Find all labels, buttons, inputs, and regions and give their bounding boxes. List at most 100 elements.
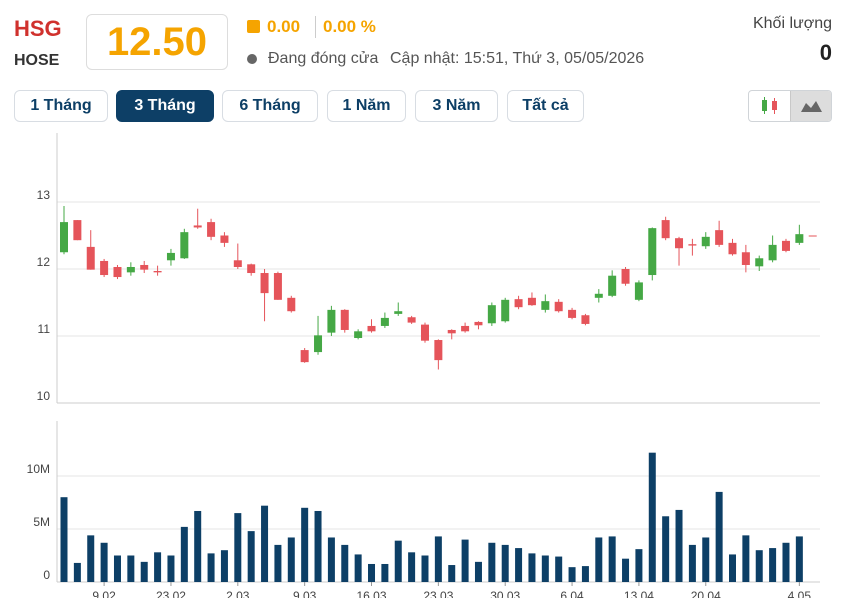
bar [368,563,376,582]
candle-body [675,238,684,249]
bar [247,531,255,582]
bar [60,497,68,582]
candle-body [233,260,242,267]
separator [315,16,316,38]
candle-body [207,222,216,237]
candle-body [634,282,643,300]
candle-body [273,273,282,300]
bar [461,539,469,582]
bar [715,491,723,582]
y-tick-label: 0 [43,568,50,582]
updated: Cập nhật: 15:51, Thứ 3, 05/05/2026 [390,50,645,67]
volume: 0 [819,40,832,65]
candle-body [126,266,135,273]
bar [474,561,482,582]
candle-body [661,220,670,239]
x-tick-label: 30.03 [490,589,520,598]
candle-body [514,299,523,308]
bar [207,553,215,582]
candle-body [60,222,68,253]
candle-body [701,236,710,247]
range-button[interactable]: 1 Năm [327,90,406,122]
candle-body [755,258,764,267]
x-tick-label: 13.04 [624,589,654,598]
bar [688,544,696,582]
bar [87,535,95,582]
bar [140,561,148,582]
bar [301,507,309,582]
candle-body [287,297,296,312]
candle-body [166,252,175,261]
candle-body [260,273,269,294]
x-tick-label: 9.02 [92,589,116,598]
bar [234,513,242,582]
candle-body [568,309,577,318]
bar [702,537,710,582]
bar [755,550,763,582]
candle-body [795,234,804,243]
candle-body [768,244,777,261]
candle-body [594,293,603,298]
bar [488,542,496,582]
candle-body [434,340,443,361]
bar [73,562,81,582]
candle-body [461,325,470,332]
bar [154,552,162,582]
candle-body [474,321,483,326]
candle-body [728,242,737,255]
bar [421,555,429,582]
bar [100,542,108,582]
candle-body [648,228,657,276]
candle-body [447,329,456,334]
status-dot [247,54,257,64]
candle-body [180,232,189,259]
bar [622,558,630,582]
bar [595,537,603,582]
bar [769,548,777,582]
bar [341,544,349,582]
range-button[interactable]: 1 Tháng [14,90,108,122]
bar [662,516,670,582]
y-tick-label: 10 [37,389,51,403]
bar [608,536,616,582]
y-tick-label: 5M [33,515,50,529]
x-tick-label: 2.03 [226,589,250,598]
bar [287,537,295,582]
range-button[interactable]: 3 Tháng [116,90,214,122]
bar [180,526,188,582]
bar [568,567,576,582]
range-button[interactable]: 6 Tháng [222,90,318,122]
bar [528,553,536,582]
candle-body [808,235,817,237]
candle-body [407,317,416,323]
candle-body [340,309,349,330]
bar [327,537,335,582]
status: Đang đóng cửa [268,50,379,67]
bar [394,540,402,582]
candle-body [367,325,376,332]
candle-body [314,335,323,353]
candle-icon[interactable] [749,91,790,121]
candle-body [153,271,162,273]
candle-body [327,309,336,333]
x-tick-label: 4.05 [788,589,812,598]
candle-body [394,311,403,314]
area-icon[interactable] [790,91,831,121]
candle-body [140,264,149,270]
change-icon [247,20,260,33]
candle-body [621,269,630,284]
candle-body [608,275,617,296]
bar [314,510,322,582]
range-button[interactable]: 3 Năm [415,90,498,122]
change-pct: 0.00 % [323,17,376,36]
x-tick-label: 16.03 [356,589,386,598]
range-button[interactable]: Tất cả [507,90,584,122]
candle-body [554,301,563,312]
exchange: HOSE [14,52,60,69]
bar [648,452,656,582]
bar [675,509,683,582]
candle-body [113,266,122,278]
bar [381,563,389,582]
